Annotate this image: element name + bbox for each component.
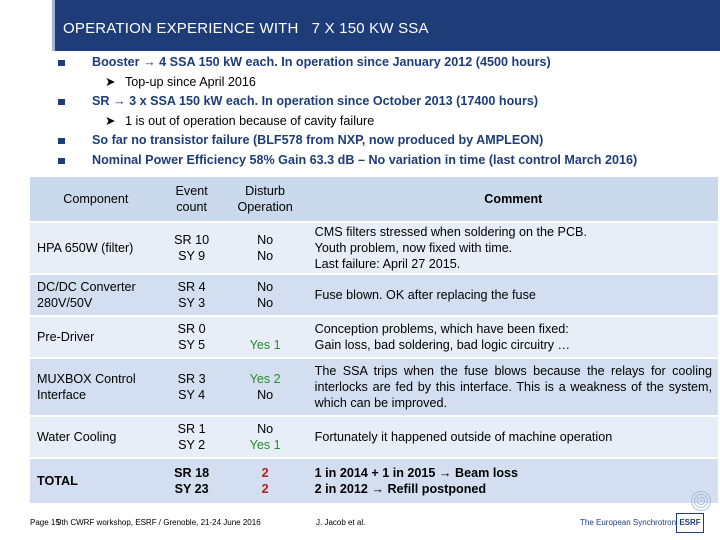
table-row: Pre-Driver SR 0 SY 5 Yes 1 Conception pro… [30,316,718,359]
cell-component: HPA 650W (filter) [30,222,162,275]
slide-title: OPERATION EXPERIENCE WITH 7 X 150 KW SSA [63,20,429,37]
cell-component: Pre-Driver [30,316,162,359]
cell-disturb: Yes 2 No [221,358,309,417]
table-row: DC/DC Converter 280V/50V SR 4 SY 3 No No F… [30,274,718,317]
sub-bullet-cavity: ➤ 1 is out of operation because of cavity… [55,112,715,132]
table-row: HPA 650W (filter) SR 10 SY 9 No No CMS fil… [30,222,718,275]
square-bullet-icon [58,138,65,145]
header-event-count: Event count [161,177,222,223]
cell-disturb: No Yes 1 [221,416,309,459]
bullet-text: Nominal Power Efficiency 58% Gain 63.3 d… [92,152,638,167]
arrowhead-bullet-icon: ➤ [105,74,116,89]
bullet-booster: Booster → 4 SSA 150 kW each. In operatio… [55,53,715,73]
cell-component: TOTAL [30,458,162,505]
cell-count: SR 4 SY 3 [161,274,222,317]
cell-count: SR 3 SY 4 [161,358,222,417]
workshop-info: 9th CWRF workshop, ESRF / Grenoble, 21-2… [57,518,261,527]
cell-comment: CMS filters stressed when soldering on t… [308,222,718,275]
cell-count: SR 10 SY 9 [161,222,222,275]
bullet-text: Booster → 4 SSA 150 kW each. In operatio… [92,55,551,69]
square-bullet-icon [58,157,65,164]
operation-table: Component Event count Disturb Operation … [30,177,718,505]
header-comment: Comment [308,177,718,223]
page-number: Page 15 [30,518,60,527]
cell-disturb: Yes 1 [221,316,309,359]
table-row: Water Cooling SR 1 SY 2 No Yes 1 Fortunate… [30,416,718,459]
footer: Page 15 9th CWRF workshop, ESRF / Grenob… [0,512,720,540]
cell-comment: Fuse blown. OK after replacing the fuse [308,274,718,317]
header-disturb: Disturb Operation [221,177,309,223]
bullet-text: So far no transistor failure (BLF578 fro… [92,133,544,148]
cell-comment: The SSA trips when the fuse blows becaus… [308,358,718,417]
square-bullet-icon [58,99,65,106]
bullet-list: Booster → 4 SSA 150 kW each. In operatio… [55,53,715,171]
author: J. Jacob et al. [316,518,366,527]
title-bar: OPERATION EXPERIENCE WITH 7 X 150 KW SSA [0,0,720,51]
cell-disturb: No No [221,222,309,275]
cell-disturb: No No [221,274,309,317]
cell-comment: 1 in 2014 + 1 in 2015 → Beam loss 2 in 20… [308,458,718,505]
header-component: Component [30,177,162,223]
cell-count: SR 1 SY 2 [161,416,222,459]
globe-decoration-icon [690,490,712,512]
bullet-text: SR → 3 x SSA 150 kW each. In operation s… [92,94,539,109]
square-bullet-icon [58,60,65,66]
sub-bullet-topup: ➤ Top-up since April 2016 [55,73,715,93]
cell-comment: Fortunately it happened outside of machi… [308,416,718,459]
esrf-logo: ESRF [676,513,704,533]
cell-component: Water Cooling [30,416,162,459]
title-accent [52,0,55,51]
cell-count: SR 18 SY 23 [161,458,222,505]
cell-component: MUXBOX Control Interface [30,358,162,417]
arrowhead-bullet-icon: ➤ [105,113,116,128]
sub-bullet-text: Top-up since April 2016 [125,74,256,89]
organization-name: The European Synchrotron [580,518,677,527]
bullet-transistor: So far no transistor failure (BLF578 fro… [55,131,715,151]
cell-component: DC/DC Converter 280V/50V [30,274,162,317]
table-header-row: Component Event count Disturb Operation … [30,177,718,223]
cell-count: SR 0 SY 5 [161,316,222,359]
bullet-sr: SR → 3 x SSA 150 kW each. In operation s… [55,92,715,112]
sub-bullet-text: 1 is out of operation because of cavity … [125,113,375,128]
bullet-efficiency: Nominal Power Efficiency 58% Gain 63.3 d… [55,151,715,171]
cell-comment: Conception problems, which have been fix… [308,316,718,359]
title-background [55,0,720,51]
